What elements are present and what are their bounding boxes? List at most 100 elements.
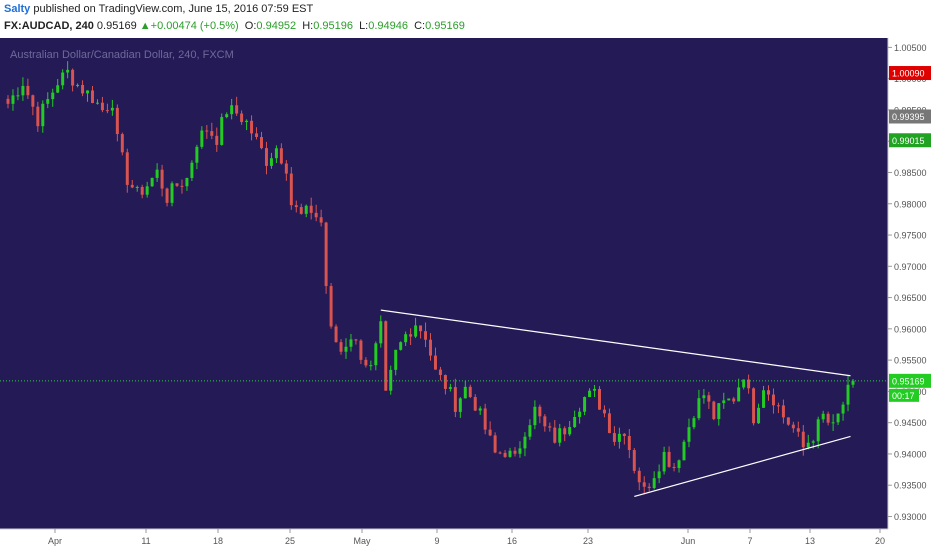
price-change: +0.00474 (+0.5%) bbox=[150, 20, 239, 32]
candle-7 bbox=[41, 103, 45, 127]
price-tag-1: 0.99395 bbox=[892, 112, 925, 122]
candle-37 bbox=[190, 162, 194, 178]
candle-21 bbox=[110, 107, 114, 111]
candle-108 bbox=[543, 416, 547, 427]
candle-10 bbox=[56, 85, 60, 93]
candle-36 bbox=[185, 177, 189, 187]
x-tick-label-8: Jun bbox=[681, 536, 696, 546]
candle-77 bbox=[389, 369, 393, 391]
candle-78 bbox=[394, 349, 398, 370]
candle-75 bbox=[379, 321, 383, 344]
candle-102 bbox=[513, 450, 517, 454]
candle-144 bbox=[722, 400, 726, 404]
x-tick-label-10: 13 bbox=[805, 536, 815, 546]
candle-141 bbox=[707, 395, 711, 402]
candle-42 bbox=[215, 135, 219, 145]
candle-25 bbox=[130, 184, 134, 188]
candle-56 bbox=[284, 163, 288, 174]
candle-85 bbox=[429, 339, 432, 356]
candle-120 bbox=[602, 409, 606, 414]
candle-1 bbox=[11, 95, 15, 104]
candle-82 bbox=[414, 325, 418, 337]
x-tick-label-0: Apr bbox=[48, 536, 62, 546]
candle-101 bbox=[508, 450, 512, 457]
candle-17 bbox=[91, 90, 94, 103]
candle-12 bbox=[66, 69, 70, 73]
candle-38 bbox=[195, 146, 199, 163]
candle-2 bbox=[16, 95, 20, 97]
candle-57 bbox=[289, 173, 293, 206]
candle-34 bbox=[175, 183, 179, 186]
candle-58 bbox=[294, 205, 298, 208]
price-tag-bg-0 bbox=[889, 66, 931, 81]
candle-134 bbox=[672, 466, 676, 469]
candle-6 bbox=[36, 106, 40, 127]
candle-133 bbox=[667, 451, 671, 467]
candle-165 bbox=[826, 413, 830, 423]
candle-3 bbox=[21, 85, 25, 96]
candle-53 bbox=[269, 158, 273, 166]
candle-106 bbox=[533, 406, 537, 426]
candle-64 bbox=[324, 222, 328, 287]
y-tick-label-5: 0.98000 bbox=[894, 199, 927, 209]
candle-23 bbox=[120, 134, 124, 153]
x-axis-ticks: Apr 11 18 25 May 9 16 23 Jun 7 13 20 bbox=[48, 529, 885, 546]
candle-29 bbox=[150, 177, 154, 187]
candle-130 bbox=[652, 478, 656, 488]
candle-74 bbox=[374, 343, 378, 366]
candle-151 bbox=[757, 407, 761, 424]
candle-104 bbox=[523, 436, 527, 449]
x-tick-label-11: 20 bbox=[875, 536, 885, 546]
candle-68 bbox=[344, 346, 348, 352]
candle-149 bbox=[747, 379, 751, 389]
x-tick-label-1: 11 bbox=[141, 536, 150, 546]
candle-22 bbox=[115, 107, 119, 135]
low-value: 0.94946 bbox=[368, 20, 409, 32]
candle-146 bbox=[732, 398, 736, 402]
candle-51 bbox=[260, 136, 263, 149]
candle-63 bbox=[319, 217, 323, 223]
candle-69 bbox=[349, 339, 353, 347]
y-tick-label-9: 0.96000 bbox=[894, 324, 927, 334]
price-tag-bg-3 bbox=[889, 373, 931, 388]
candle-24 bbox=[125, 152, 129, 185]
plot-area[interactable] bbox=[0, 38, 888, 529]
candle-154 bbox=[771, 394, 775, 406]
candle-122 bbox=[612, 433, 616, 442]
candle-95 bbox=[478, 408, 482, 411]
countdown-label: 00:17 bbox=[892, 391, 915, 401]
time-scale[interactable] bbox=[0, 529, 932, 550]
candle-55 bbox=[279, 148, 283, 164]
candle-150 bbox=[752, 388, 756, 424]
candle-164 bbox=[821, 413, 825, 420]
candle-11 bbox=[61, 72, 65, 86]
candle-98 bbox=[493, 435, 497, 453]
candle-162 bbox=[811, 441, 815, 443]
candle-131 bbox=[657, 471, 661, 479]
candle-109 bbox=[548, 426, 552, 428]
candle-49 bbox=[250, 120, 254, 134]
candle-48 bbox=[245, 120, 249, 123]
candle-111 bbox=[558, 428, 562, 443]
candle-32 bbox=[165, 188, 169, 203]
candle-128 bbox=[642, 482, 646, 487]
candle-159 bbox=[796, 428, 800, 432]
price-chart[interactable]: Australian Dollar/Canadian Dollar, 240, … bbox=[0, 38, 932, 550]
candle-166 bbox=[831, 422, 835, 424]
candle-19 bbox=[100, 102, 104, 111]
author-link[interactable]: Salty bbox=[4, 3, 31, 15]
trendlines bbox=[380, 309, 851, 498]
trendline-0 bbox=[380, 309, 851, 377]
y-tick-label-14: 0.93500 bbox=[894, 481, 927, 491]
candle-54 bbox=[274, 148, 278, 159]
last-price: 0.95169 bbox=[96, 20, 137, 32]
candle-139 bbox=[697, 398, 701, 419]
candle-39 bbox=[200, 130, 204, 147]
open-label: O: bbox=[244, 20, 257, 32]
price-tags: 1.00090 0.99395 0.99015 0.95169 00:17 bbox=[889, 66, 931, 402]
candle-114 bbox=[573, 416, 577, 428]
candle-153 bbox=[767, 390, 770, 395]
y-tick-label-7: 0.97000 bbox=[894, 262, 927, 272]
chart-title: Australian Dollar/Canadian Dollar, 240, … bbox=[10, 49, 234, 61]
candle-26 bbox=[135, 186, 139, 188]
